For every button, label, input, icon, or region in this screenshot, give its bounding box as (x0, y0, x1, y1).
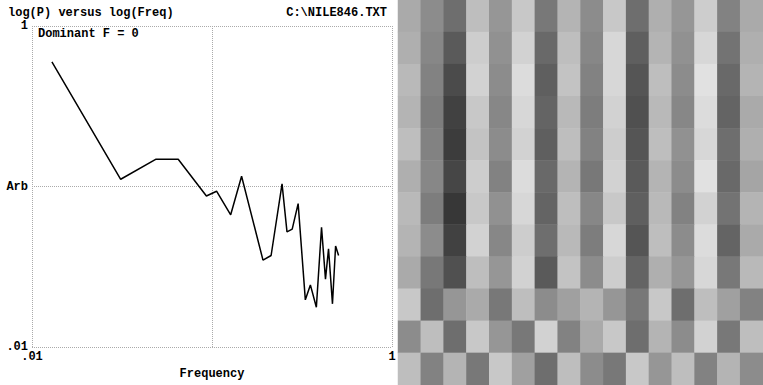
svg-text:log(P) versus log(Freq): log(P) versus log(Freq) (8, 6, 174, 20)
svg-text:C:\NILE846.TXT: C:\NILE846.TXT (286, 6, 387, 20)
svg-text:.01: .01 (21, 350, 43, 364)
svg-text:1: 1 (21, 19, 28, 33)
svg-text:Frequency: Frequency (180, 367, 245, 381)
svg-text:Dominant F = 0: Dominant F = 0 (38, 27, 139, 41)
svg-text:.01: .01 (6, 340, 28, 355)
svg-text:1: 1 (388, 350, 395, 364)
svg-text:Arb: Arb (6, 180, 28, 194)
